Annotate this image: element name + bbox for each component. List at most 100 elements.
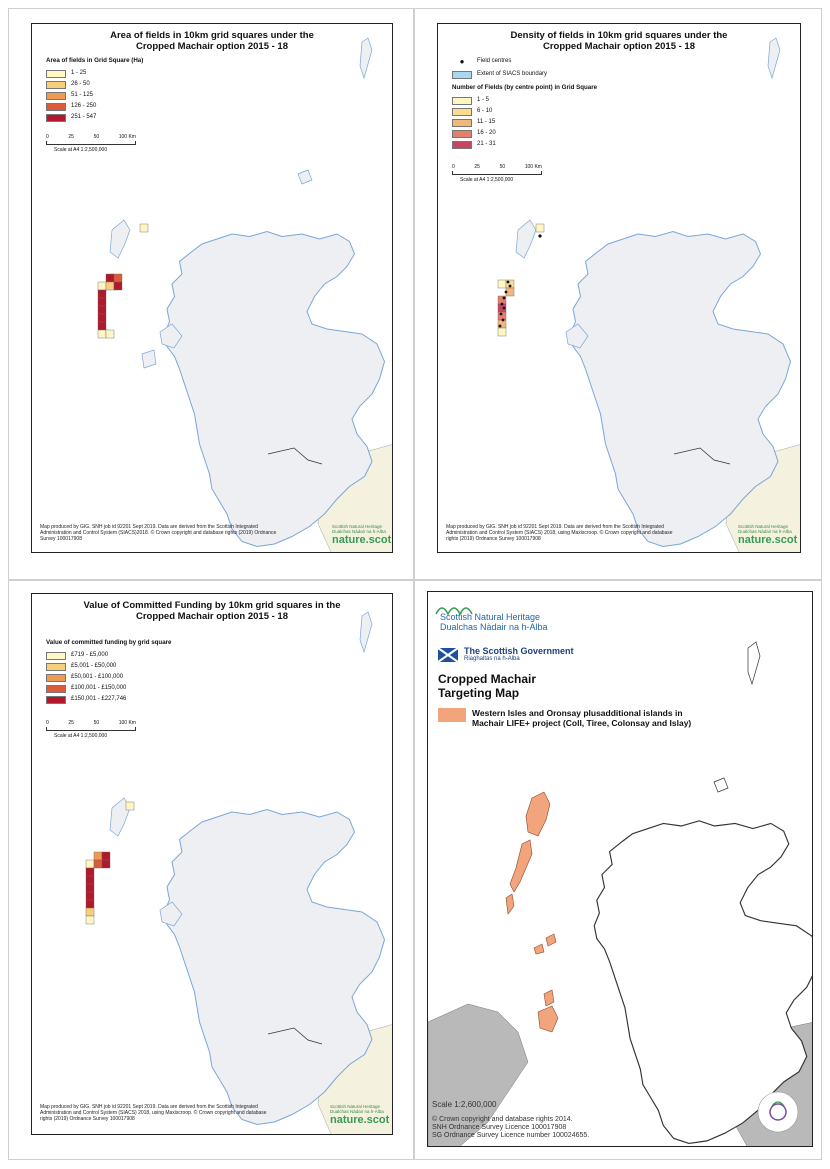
map-title-line: Density of fields in 10km grid squares u… [510, 30, 728, 41]
grid-squares [497, 223, 545, 337]
map-panel: Scottish Natural Heritage Dualchas Nàdai… [427, 591, 813, 1147]
map-canvas [85, 611, 392, 1134]
legend-swatch [46, 673, 66, 682]
logo-text: nature.scot [738, 534, 798, 546]
scale-tick: 25 [474, 164, 480, 170]
grid-square [85, 899, 95, 909]
scale-tick: 25 [68, 134, 74, 140]
legend-swatch [452, 140, 472, 149]
map-title-line: Cropped Machair option 2015 - 18 [135, 611, 289, 622]
legend-label: 126 - 250 [71, 103, 97, 109]
grid-square [97, 305, 107, 315]
grid-square [97, 281, 107, 291]
legend-label: 16 - 20 [477, 130, 496, 136]
map-legend: Value of committed funding by grid squar… [46, 638, 171, 705]
grid-square [535, 223, 545, 233]
legend-label: £5,001 - £50,000 [71, 663, 117, 669]
map-credit: Map produced by GIG. SNH job id 92201 Se… [446, 524, 673, 542]
grid-square [101, 859, 111, 869]
legend-item: 1 - 5 [452, 95, 597, 106]
islay-island [537, 1005, 559, 1033]
legend-item: 126 - 250 [46, 101, 143, 112]
point-symbol: ● [459, 57, 465, 66]
coll-island [545, 933, 557, 947]
legend-label: £150,001 - £227,746 [71, 696, 127, 702]
legend-label: 1 - 5 [477, 97, 490, 103]
legend-item: 6 - 10 [452, 106, 597, 117]
scale-tick: 0 [452, 164, 455, 170]
scale-tick: 100 Km [524, 164, 542, 170]
legend-item: ● Field centres [452, 56, 597, 67]
map-title: Cropped Machair Targeting Map [438, 672, 536, 700]
map-legend: ● Field centres Extent of SIACS boundary … [452, 56, 597, 150]
ireland-area [428, 1003, 529, 1146]
snh-logo: Scottish Natural Heritage Dualchas Nàdai… [330, 1104, 392, 1126]
legend-item: £100,001 - £150,000 [46, 683, 171, 694]
legend-item: £5,001 - £50,000 [46, 661, 171, 672]
grid-square [97, 297, 107, 307]
map-title: Value of Committed Funding by 10km grid … [32, 600, 392, 622]
map-credit: Map produced by GIG. SNH job id 92201 Se… [40, 524, 277, 542]
legend-swatch [46, 102, 66, 111]
legend-swatch [452, 129, 472, 138]
legend-label: Western Isles and Oronsay plusadditional… [472, 708, 683, 718]
map-credit: © Crown copyright and database rights 20… [432, 1116, 589, 1140]
field-centre-point [498, 324, 502, 328]
legend-swatch [46, 113, 66, 122]
legend-item: 16 - 20 [452, 128, 597, 139]
scale-text: Scale 1:2,600,000 [432, 1100, 497, 1109]
colonsay-island [543, 989, 555, 1007]
field-centres [498, 234, 542, 328]
legend-label: Field centres [477, 58, 512, 64]
legend-item: Extent of SIACS boundary [452, 69, 597, 80]
map-title-line: Cropped Machair option 2015 - 18 [135, 41, 289, 52]
legend-swatch [452, 96, 472, 105]
logo-small-text: Scottish Natural Heritage Dualchas Nàdai… [738, 524, 792, 534]
legend-label: 6 - 10 [477, 108, 493, 114]
scale-text: Scale at A4 1:2,500,000 [54, 733, 108, 739]
legend-label: 21 - 31 [477, 141, 496, 147]
legend-swatch [438, 708, 466, 722]
logo-small-text: Scottish Natural Heritage Dualchas Nàdai… [332, 524, 386, 534]
scale-tick: 50 [499, 164, 506, 170]
legend-label: £50,001 - £100,000 [71, 674, 124, 680]
grid-square [125, 801, 135, 811]
legend-label: 1 - 25 [71, 70, 87, 76]
field-centre-point [504, 290, 508, 294]
tiree-island [533, 943, 545, 955]
grid-square [85, 859, 95, 869]
map-title: Density of fields in 10km grid squares u… [438, 30, 800, 52]
snh-logo: Scottish Natural Heritage Dualchas Nàdai… [332, 524, 392, 546]
grid-square [97, 289, 107, 299]
gov-name-gaelic: Riaghaltas na h-Alba [464, 656, 520, 662]
grid-square [105, 281, 115, 291]
map-cell-targeting: Scottish Natural Heritage Dualchas Nàdai… [414, 580, 822, 1160]
scale-line [452, 171, 542, 175]
map-canvas [428, 607, 812, 1146]
grid-square [97, 321, 107, 331]
map-title-line: Cropped Machair [438, 672, 537, 686]
scale-tick: 100 Km [118, 134, 136, 140]
grid-square [497, 327, 507, 337]
round-logo-icon [757, 1091, 799, 1133]
scale-bar: 0 25 50 100 Km Scale at A4 1:2,500,000 [46, 134, 136, 153]
legend-item: Western Isles and Oronsay plusadditional… [472, 708, 691, 728]
field-centre-point [506, 280, 510, 284]
grid-square [139, 223, 149, 233]
legend-item: 21 - 31 [452, 139, 597, 150]
legend-swatch [46, 69, 66, 78]
map-title-line: Area of fields in 10km grid squares unde… [110, 30, 314, 41]
lewis-island [525, 791, 551, 837]
grid-square [93, 851, 103, 861]
legend-item: £150,001 - £227,746 [46, 694, 171, 705]
map-canvas [97, 37, 392, 552]
credit-line: SG Ordnance Survey Licence number 100024… [432, 1132, 590, 1139]
grid-square [85, 891, 95, 901]
grid-squares [85, 801, 135, 925]
legend-heading: Area of fields in Grid Square (Ha) [46, 57, 144, 64]
legend-label: 26 - 50 [71, 81, 90, 87]
legend-label: 11 - 15 [477, 119, 496, 125]
field-centre-point [538, 234, 542, 238]
saltire-flag-icon [437, 647, 459, 663]
legend-label: £719 - £5,000 [71, 652, 109, 658]
